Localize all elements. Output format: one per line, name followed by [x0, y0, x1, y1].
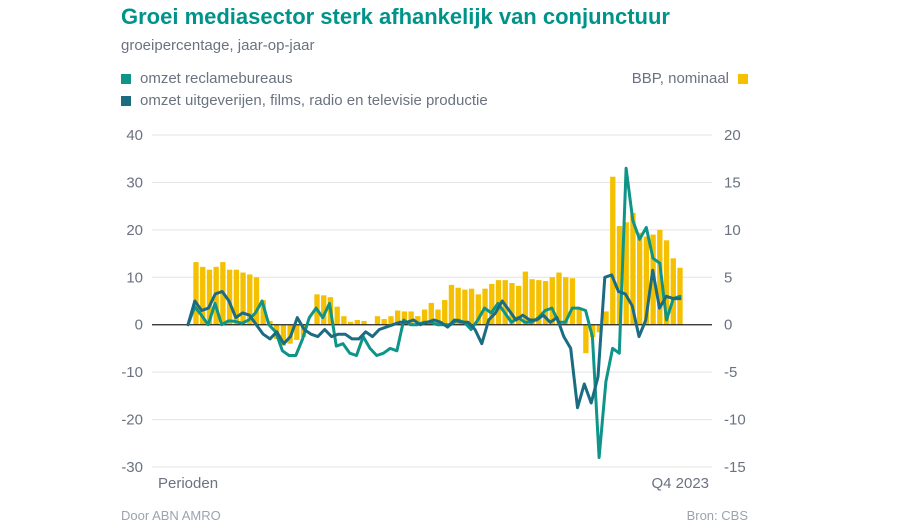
legend-label-reclame: omzet reclamebureaus — [140, 70, 293, 87]
bar-bbp — [226, 269, 233, 325]
footer-source-left: Door ABN AMRO — [121, 508, 221, 523]
legend-label-uitgeverijen: omzet uitgeverijen, films, radio en tele… — [140, 92, 488, 109]
y-tick-left: 30 — [126, 174, 143, 191]
y-tick-right: 10 — [724, 222, 741, 239]
bar-bbp — [253, 277, 260, 325]
bar-bbp — [509, 282, 515, 325]
y-tick-left: -10 — [121, 364, 143, 381]
bar-bbp — [408, 311, 414, 325]
y-tick-left: 40 — [126, 127, 143, 144]
bars-bbp — [193, 176, 683, 354]
bar-bbp — [374, 316, 381, 325]
y-axis-right: 20 15 10 5 0 -5 -10 -15 — [724, 127, 746, 476]
y-tick-right: -5 — [724, 364, 737, 381]
bar-bbp — [616, 226, 623, 325]
bar-bbp — [395, 310, 401, 325]
bar-bbp — [475, 294, 481, 325]
bar-bbp — [415, 316, 421, 325]
chart-title: Groei mediasector sterk afhankelijk van … — [121, 4, 670, 29]
bar-bbp — [347, 321, 354, 325]
bar-bbp — [455, 287, 461, 325]
y-tick-right: 0 — [724, 317, 732, 334]
y-tick-right: 20 — [724, 127, 741, 144]
bar-bbp — [657, 229, 663, 325]
bar-bbp — [549, 277, 555, 325]
y-axis-left: 40 30 20 10 0 -10 -20 -30 — [121, 127, 143, 476]
bar-bbp — [354, 319, 360, 325]
bar-bbp — [321, 295, 327, 325]
y-tick-right: 5 — [724, 269, 732, 286]
legend-label-bbp: BBP, nominaal — [631, 70, 729, 87]
bar-bbp — [468, 288, 475, 325]
line-uitgeverijen — [186, 268, 682, 410]
y-tick-left: 0 — [135, 317, 143, 334]
bar-bbp — [435, 309, 441, 325]
x-tick-last: Q4 2023 — [651, 475, 709, 492]
bar-bbp — [637, 232, 643, 325]
bar-bbp — [529, 279, 535, 325]
bar-bbp — [576, 308, 582, 325]
bar-bbp — [267, 320, 273, 325]
bar-bbp — [610, 176, 616, 325]
legend-item-uitgeverijen: omzet uitgeverijen, films, radio en tele… — [121, 92, 488, 109]
bar-bbp — [361, 320, 367, 325]
bar-bbp — [542, 281, 549, 325]
y-tick-left: -20 — [121, 412, 143, 429]
bar-bbp — [421, 309, 428, 325]
y-tick-right: -15 — [724, 459, 746, 476]
bar-bbp — [556, 272, 562, 325]
legend-item-bbp: BBP, nominaal — [632, 70, 748, 87]
line-reclame — [186, 166, 682, 459]
bar-bbp — [206, 269, 213, 325]
bar-bbp — [294, 324, 300, 340]
y-tick-right: 15 — [724, 174, 741, 191]
bar-bbp — [536, 280, 542, 325]
bar-bbp — [589, 324, 596, 338]
bar-bbp — [596, 324, 602, 333]
bar-bbp — [213, 266, 219, 325]
bar-bbp — [200, 266, 206, 325]
bar-bbp — [569, 278, 576, 325]
bar-bbp — [233, 269, 239, 325]
bar-bbp — [482, 288, 488, 325]
bar-bbp — [341, 316, 347, 325]
bar-bbp — [502, 280, 508, 325]
legend-swatch-bbp — [738, 73, 748, 84]
bar-bbp — [448, 284, 455, 325]
legend-swatch-reclame — [121, 73, 131, 84]
bar-bbp — [334, 306, 340, 325]
x-tick-first: Perioden — [158, 475, 218, 492]
bar-bbp — [623, 222, 629, 325]
bar-bbp — [381, 319, 387, 325]
legend-swatch-uitgeverijen — [121, 95, 131, 106]
chart-subtitle: groeipercentage, jaar-op-jaar — [121, 37, 315, 54]
bar-bbp — [240, 272, 246, 325]
bar-bbp — [563, 277, 569, 325]
y-tick-left: -30 — [121, 459, 143, 476]
y-tick-left: 20 — [126, 222, 143, 239]
bar-bbp — [663, 240, 670, 325]
bar-bbp — [583, 324, 589, 354]
bar-bbp — [280, 324, 287, 346]
footer-source-right: Bron: CBS — [686, 508, 748, 523]
bar-bbp — [603, 311, 609, 325]
bar-bbp — [247, 274, 253, 325]
y-tick-right: -10 — [724, 412, 746, 429]
bar-bbp — [630, 212, 636, 325]
bar-bbp — [462, 289, 468, 325]
bar-bbp — [401, 311, 408, 325]
bar-bbp — [428, 302, 434, 325]
bar-bbp — [388, 316, 394, 325]
bar-bbp — [516, 285, 522, 325]
bar-bbp — [489, 283, 495, 325]
legend-item-reclame: omzet reclamebureaus — [121, 70, 293, 87]
bar-bbp — [670, 258, 676, 325]
bar-bbp — [193, 262, 199, 325]
y-tick-left: 10 — [126, 269, 143, 286]
bar-bbp — [442, 300, 448, 325]
bar-bbp — [643, 236, 650, 325]
bar-bbp — [260, 300, 266, 325]
bar-bbp — [522, 271, 529, 325]
